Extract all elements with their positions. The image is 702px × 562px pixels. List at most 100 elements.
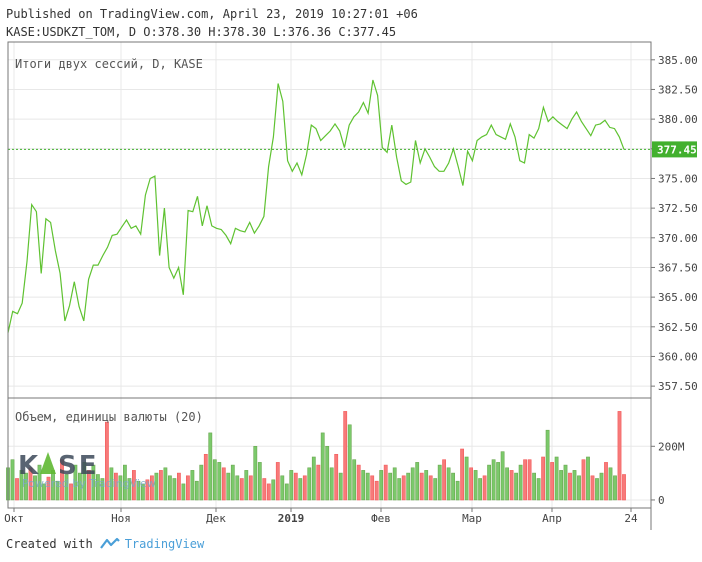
- volume-bar: [410, 467, 415, 501]
- volume-bar: [78, 472, 82, 501]
- volume-tick-label: 0: [658, 494, 665, 507]
- price-tick-label: 372.50: [658, 202, 698, 215]
- volume-bar: [491, 459, 496, 501]
- volume-bar: [325, 445, 330, 501]
- volume-bar: [248, 475, 253, 501]
- volume-bar: [42, 483, 46, 501]
- volume-bar: [145, 479, 150, 501]
- volume-bar: [177, 472, 181, 501]
- kase-logo-text: K: [18, 451, 40, 481]
- volume-bar: [577, 475, 581, 501]
- volume-bar: [397, 478, 402, 501]
- volume-bar: [100, 478, 105, 501]
- price-tick-label: 357.50: [658, 380, 698, 393]
- volume-bar: [293, 472, 298, 501]
- volume-bar: [536, 478, 541, 501]
- volume-bar: [320, 432, 325, 501]
- volume-bar: [622, 474, 626, 501]
- volume-bar: [19, 470, 24, 501]
- volume-bar: [46, 476, 51, 501]
- published-header: Published on TradingView.com, April 23, …: [6, 7, 418, 21]
- volume-bar: [262, 478, 267, 501]
- time-tick-label: Окт: [4, 512, 24, 525]
- price-tick-label: 367.50: [658, 261, 698, 274]
- tradingview-brand[interactable]: TradingView: [124, 537, 205, 551]
- kase-logo-triangle: [40, 452, 56, 474]
- volume-bar: [406, 472, 411, 501]
- volume-bar: [55, 480, 60, 501]
- price-pane-border: [7, 41, 652, 399]
- kase-logo-text: SE: [58, 451, 99, 481]
- volume-bar: [87, 470, 91, 501]
- volume-bar: [415, 462, 420, 501]
- volume-bar: [123, 464, 127, 501]
- volume-bar: [383, 464, 388, 501]
- volume-bar: [487, 464, 492, 501]
- volume-bar: [109, 467, 114, 501]
- volume-bar: [150, 475, 154, 501]
- volume-bar: [379, 470, 384, 501]
- time-tick-label: Фев: [371, 512, 391, 525]
- volume-bar: [105, 421, 109, 501]
- volume-bar: [311, 456, 316, 501]
- price-tick-label: 375.00: [658, 172, 698, 185]
- volume-bar: [37, 464, 42, 501]
- volume-bar: [424, 470, 429, 501]
- volume-bar: [73, 464, 78, 501]
- volume-bar: [505, 467, 510, 501]
- time-tick-label: 2019: [278, 512, 305, 525]
- volume-bar: [617, 411, 622, 501]
- last-price-badge-bg: [652, 141, 697, 158]
- volume-bar: [10, 459, 15, 501]
- volume-bar: [518, 464, 523, 501]
- volume-bar: [460, 448, 465, 501]
- volume-bar: [343, 411, 348, 501]
- price-tick-label: 380.00: [658, 113, 698, 126]
- volume-bar: [159, 470, 163, 501]
- volume-tick-label: 200M: [658, 440, 685, 453]
- volume-bar: [190, 470, 195, 501]
- price-tick-label: 370.00: [658, 232, 698, 245]
- volume-bar: [60, 459, 64, 501]
- volume-bar: [419, 472, 424, 501]
- volume-bar: [154, 472, 159, 501]
- volume-bar: [275, 462, 280, 501]
- volume-bar: [455, 480, 460, 501]
- volume-bar: [599, 472, 604, 501]
- time-tick-label: Дек: [206, 512, 226, 525]
- price-tick-label: 360.00: [658, 350, 698, 363]
- volume-bar: [401, 475, 406, 501]
- volume-bar: [199, 464, 204, 501]
- created-with-label: Created with: [6, 537, 93, 551]
- volume-bar: [347, 424, 352, 501]
- volume-bar: [163, 467, 168, 501]
- footer: Created with TradingView: [6, 537, 204, 551]
- volume-bar: [532, 472, 537, 501]
- volume-bar: [266, 483, 271, 501]
- volume-bar: [244, 470, 249, 501]
- volume-bar: [186, 475, 190, 501]
- volume-bar: [451, 472, 456, 501]
- volume-bar: [370, 475, 375, 501]
- volume-bar: [559, 470, 564, 501]
- time-tick-label: Апр: [542, 512, 562, 525]
- volume-bar: [69, 483, 73, 501]
- time-tick-label: 24: [624, 512, 638, 525]
- volume-bar: [365, 472, 370, 501]
- volume-bar: [428, 475, 433, 501]
- volume-bar: [523, 459, 528, 501]
- volume-bar: [235, 475, 240, 501]
- volume-bar: [541, 456, 546, 501]
- volume-bar: [550, 462, 555, 501]
- volume-bar: [590, 475, 595, 501]
- volume-bar: [114, 472, 118, 501]
- volume-bar: [96, 474, 100, 501]
- volume-bar: [469, 467, 474, 501]
- volume-bar: [257, 462, 262, 501]
- volume-bar: [316, 464, 321, 501]
- tradingview-logo-icon: [99, 537, 120, 549]
- volume-bar: [361, 470, 366, 501]
- volume-bar: [388, 472, 393, 501]
- volume-bar: [91, 464, 96, 501]
